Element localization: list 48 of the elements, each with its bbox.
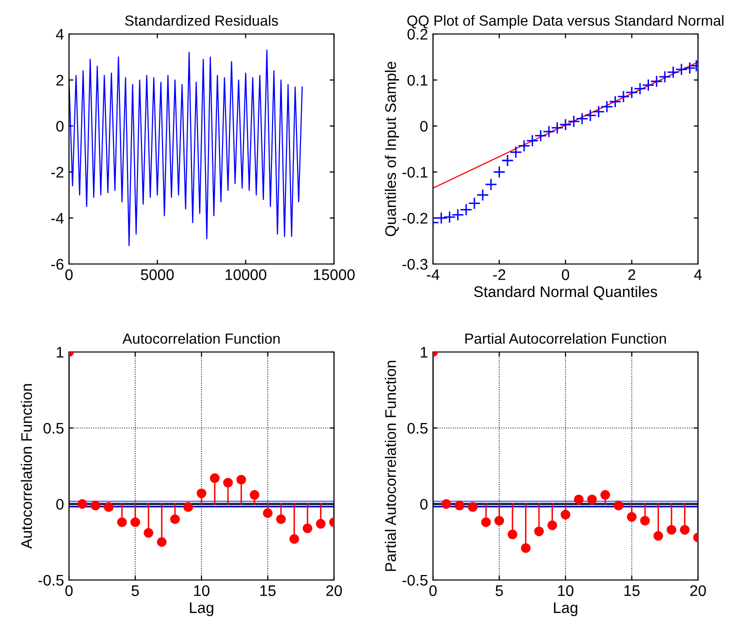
x-tick-label: 15000 (314, 269, 355, 280)
x-tick-label: 10000 (226, 269, 266, 280)
x-tick-label: 0 (429, 585, 437, 596)
x-axis-title: Lag (190, 602, 214, 616)
y-tick-label: -0.1 (402, 166, 428, 178)
y-tick-label: -0.5 (402, 574, 428, 586)
chart-title: QQ Plot of Sample Data versus Standard Normal (407, 15, 724, 29)
y-tick-label: 0 (56, 498, 64, 510)
y-tick-label: -0.2 (402, 212, 428, 224)
y-tick-label: 1 (420, 347, 428, 358)
x-tick-label: 0 (65, 269, 73, 280)
y-tick-label: 0.2 (408, 28, 428, 40)
y-axis-title: Autocorrelation Function (20, 384, 32, 549)
y-tick-label: 2 (56, 74, 64, 86)
chart-title: Partial Autocorrelation Function (465, 333, 666, 344)
y-tick-label: 0 (56, 120, 64, 132)
x-tick-label: 5000 (140, 269, 174, 280)
y-tick-label: -4 (51, 213, 64, 224)
x-tick-label: -2 (493, 269, 506, 280)
x-tick-label: 0 (65, 585, 73, 596)
y-tick-label: 0.5 (44, 422, 64, 434)
x-tick-label: 5 (132, 585, 139, 596)
y-axis-title: Quantiles of Input Sample (384, 62, 400, 236)
x-tick-label: 4 (694, 269, 702, 280)
y-tick-label: 4 (56, 29, 64, 40)
y-tick-label: 0 (420, 120, 428, 132)
x-tick-label: 20 (690, 585, 706, 596)
x-tick-label: 2 (628, 269, 636, 280)
x-tick-label: 10 (558, 585, 574, 596)
x-tick-label: 0 (562, 269, 570, 280)
y-tick-label: -0.3 (402, 258, 428, 270)
x-axis-title: Standard Normal Quantiles (474, 286, 658, 300)
y-tick-label: -0.5 (38, 574, 64, 586)
y-tick-label: 0.5 (408, 422, 428, 434)
chart-title: Standardized Residuals (125, 15, 278, 26)
y-axis-title: Partial Autocorrelation Function (384, 360, 396, 571)
y-tick-label: 0.1 (408, 74, 428, 86)
y-tick-label: -2 (51, 166, 64, 178)
x-tick-label: 10 (194, 585, 210, 596)
x-tick-label: 15 (260, 585, 276, 596)
x-axis-title: Lag (554, 602, 578, 616)
y-tick-label: 0 (420, 498, 428, 510)
chart-title: Autocorrelation Function (122, 333, 280, 344)
x-tick-label: 5 (496, 585, 503, 596)
y-tick-label: -6 (51, 258, 64, 270)
x-tick-label: 20 (326, 585, 342, 596)
y-tick-label: 1 (56, 347, 64, 358)
x-tick-label: 15 (624, 585, 640, 596)
